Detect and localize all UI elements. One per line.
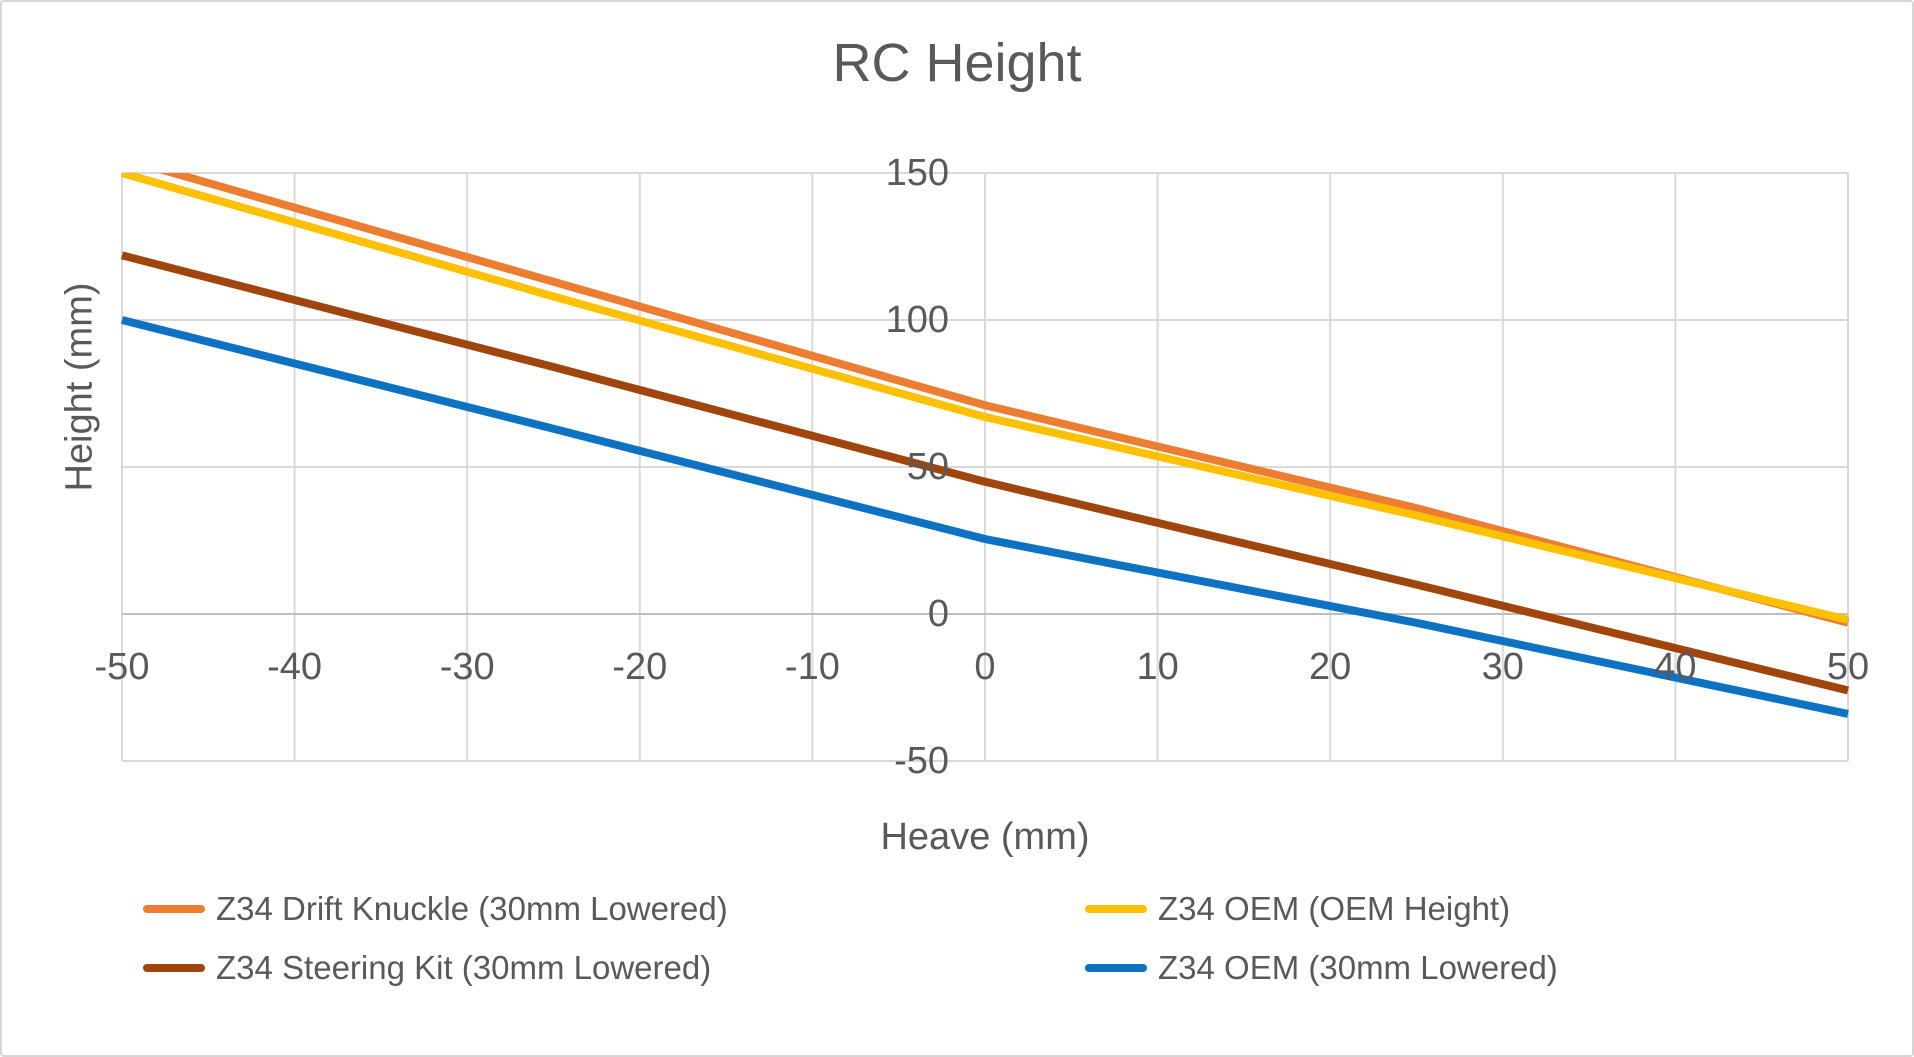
x-tick-label: 30 xyxy=(1481,646,1524,688)
legend-label: Z34 OEM (30mm Lowered) xyxy=(1158,949,1558,986)
y-tick-label: 100 xyxy=(885,299,949,341)
legend-swatch-oem-lowered xyxy=(1085,964,1147,972)
x-axis-title: Heave (mm) xyxy=(880,816,1090,858)
legend-label: Z34 Steering Kit (30mm Lowered) xyxy=(216,949,712,986)
series-line-2 xyxy=(121,251,1849,695)
x-tick-label: -20 xyxy=(612,646,668,688)
legend-label: Z34 OEM (OEM Height) xyxy=(1158,890,1511,927)
x-tick-label: -10 xyxy=(784,646,840,688)
x-tick-label: -50 xyxy=(94,646,150,688)
y-axis-title: Height (mm) xyxy=(58,282,101,492)
legend-item-steering-kit: Z34 Steering Kit (30mm Lowered) xyxy=(143,945,711,991)
x-tick-label: 10 xyxy=(1136,646,1179,688)
legend-item-oem-height: Z34 OEM (OEM Height) xyxy=(1085,886,1510,932)
x-tick-label: -40 xyxy=(267,646,323,688)
y-tick-label: 150 xyxy=(885,152,949,194)
y-tick-label: -50 xyxy=(894,740,949,782)
y-tick-label: 0 xyxy=(927,593,949,635)
x-tick-label: 20 xyxy=(1309,646,1352,688)
x-tick-label: 0 xyxy=(974,646,996,688)
x-tick-label: -30 xyxy=(439,646,495,688)
legend-item-drift-knuckle: Z34 Drift Knuckle (30mm Lowered) xyxy=(143,886,728,932)
series-line-3 xyxy=(121,316,1849,718)
x-tick-label: 50 xyxy=(1826,646,1870,688)
series-line-1 xyxy=(121,173,1849,624)
legend-swatch-oem-height xyxy=(1085,905,1147,913)
legend-swatch-drift-knuckle xyxy=(143,905,205,913)
legend-swatch-steering-kit xyxy=(143,964,205,972)
legend-label: Z34 Drift Knuckle (30mm Lowered) xyxy=(216,890,728,927)
legend-item-oem-lowered: Z34 OEM (30mm Lowered) xyxy=(1085,945,1558,991)
y-tick-label: 50 xyxy=(906,446,949,488)
chart-title: RC Height xyxy=(832,33,1082,93)
x-tick-label: 40 xyxy=(1654,646,1697,688)
